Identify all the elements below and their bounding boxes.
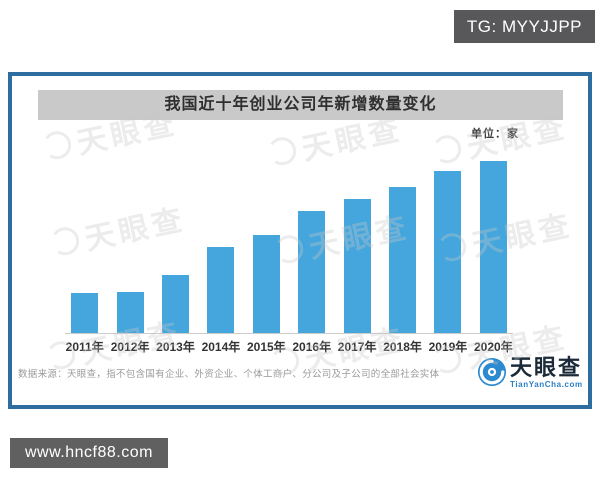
bar-2015年 (252, 235, 280, 333)
bar-column (380, 161, 425, 333)
chart-title: 我国近十年创业公司年新增数量变化 (38, 90, 563, 120)
telegram-badge: TG: MYYJJPP (453, 10, 595, 43)
bar-2011年 (71, 293, 99, 333)
x-axis-label: 2014年 (201, 340, 241, 354)
unit-label: 单位：家 (471, 128, 519, 140)
x-axis-label: 2013年 (156, 340, 195, 354)
bar-column (244, 161, 289, 333)
bar-2016年 (298, 211, 326, 333)
bar-2019年 (434, 171, 462, 333)
logo-name: 天眼查 (510, 355, 583, 380)
x-axis-labels: 2011年 2012年 2013年 2014年 2015年 2016年 2017年 2018年… (62, 338, 516, 355)
x-axis-label: 2011年 (65, 340, 104, 354)
source-note: 数据来源：天眼查，指不包含国有企业、外资企业、个体工商户、分公司及子公司的全部社… (18, 369, 440, 380)
bar-column (198, 161, 243, 333)
x-axis-label: 2019年 (428, 340, 468, 354)
x-axis-label: 2016年 (292, 340, 332, 354)
tianyancha-logo-icon (477, 357, 507, 392)
bar-2017年 (343, 199, 371, 333)
x-axis-line (65, 333, 513, 334)
bar-column (334, 161, 379, 333)
bar-column (107, 161, 152, 333)
x-axis-label: 2015年 (246, 340, 286, 354)
bar-2018年 (389, 187, 417, 333)
bar-2012年 (116, 292, 144, 333)
bar-column (289, 161, 334, 333)
x-axis-label: 2020年 (474, 340, 513, 354)
bar-2014年 (207, 247, 235, 333)
x-axis-label: 2018年 (383, 340, 422, 354)
x-axis-label: 2012年 (110, 340, 150, 354)
logo-domain: TianYanCha.com (510, 380, 583, 389)
bar-2013年 (162, 275, 190, 333)
watermark-logo-icon (40, 128, 74, 162)
bar-column (425, 161, 470, 333)
bar-chart (62, 161, 516, 333)
bar-column (62, 161, 107, 333)
bar-2020年 (479, 161, 507, 333)
bar-column (153, 161, 198, 333)
tianyancha-logo: 天眼查 TianYanCha.com (477, 357, 583, 392)
x-axis-label: 2017年 (337, 340, 377, 354)
bar-column (471, 161, 516, 333)
website-badge: www.hncf88.com (10, 438, 168, 468)
chart-panel: 天眼查 天眼查 天眼查 天眼查 天眼查 天眼查 天眼查 天眼查 天眼查 我国近十… (8, 72, 592, 409)
logo-text: 天眼查 TianYanCha.com (510, 355, 583, 390)
